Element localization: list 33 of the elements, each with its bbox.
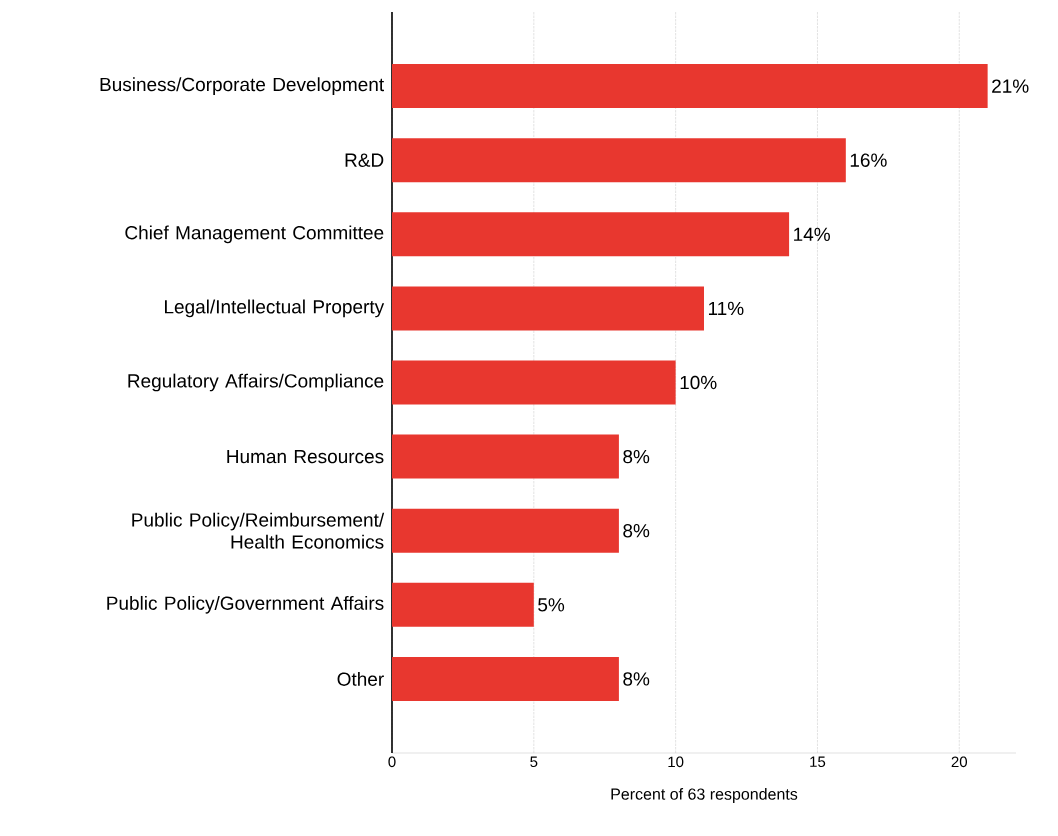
x-tick-label: 5 <box>530 756 538 767</box>
bar <box>392 286 704 331</box>
y-tick-label: Other <box>337 671 384 686</box>
y-tick-label: R&D <box>345 153 384 167</box>
bar <box>392 360 676 405</box>
data-label: 11% <box>708 301 744 316</box>
y-tick-label: Legal/Intellectual Property <box>165 299 385 318</box>
y-tick-label: Business/Corporate Development <box>100 77 385 95</box>
y-tick-label: Regulatory Affairs/Compliance <box>128 373 384 392</box>
bar <box>392 64 988 109</box>
bar <box>392 138 846 183</box>
bar <box>392 508 619 553</box>
bar <box>392 434 619 479</box>
data-label: 16% <box>850 153 887 167</box>
x-axis-title: Percent of 63 respondents <box>611 788 798 803</box>
x-tick-label: 20 <box>951 756 968 768</box>
bar <box>392 656 619 701</box>
data-label: 8% <box>623 523 650 538</box>
data-label: 8% <box>623 672 650 686</box>
x-tick-label: 15 <box>810 756 826 767</box>
bar <box>392 212 790 257</box>
y-tick-label: Public Policy/Government Affairs <box>107 595 384 614</box>
y-tick-label: Human Resources <box>227 449 384 464</box>
data-label: 5% <box>538 598 565 612</box>
data-label: 8% <box>623 449 650 464</box>
data-label: 10% <box>680 375 717 390</box>
x-tick-label: 0 <box>388 756 396 768</box>
x-tick-label: 10 <box>668 756 684 768</box>
data-label: 21% <box>992 79 1029 93</box>
y-tick-label: Public Policy/Reimbursement/ Health Economics <box>132 512 385 549</box>
y-tick-label: Chief Management Committee <box>125 225 384 244</box>
bar <box>392 582 534 627</box>
data-label: 14% <box>794 227 830 241</box>
